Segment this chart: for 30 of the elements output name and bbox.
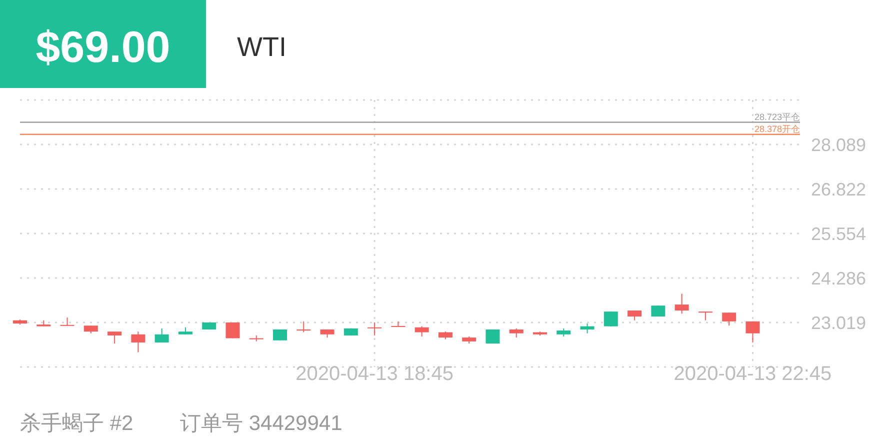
candlestick xyxy=(296,320,311,333)
chart-subtitle: WTI xyxy=(237,32,286,62)
candlestick xyxy=(108,331,122,344)
y-tick-label: 25.554 xyxy=(810,224,866,244)
candlestick xyxy=(414,326,429,337)
candlestick xyxy=(604,311,618,327)
candlestick xyxy=(509,328,524,338)
candlestick xyxy=(580,323,594,334)
ref-line-label: 28.378开仓 xyxy=(754,124,800,134)
candlestick xyxy=(60,317,74,326)
y-tick-label: 23.019 xyxy=(810,312,866,333)
candlestick xyxy=(746,320,760,343)
text: 杀手蝎子 #2 xyxy=(20,412,134,435)
candlestick xyxy=(391,320,406,327)
candlestick xyxy=(628,310,642,321)
text: 订单号 34429941 xyxy=(180,412,342,435)
x-tick-label: 2020-04-13 18:45 xyxy=(296,363,454,385)
y-tick-label: 28.089 xyxy=(810,134,866,155)
chart-title: $69.00 xyxy=(36,23,170,72)
ref-line-label: 28.723平仓 xyxy=(754,112,800,122)
candlestick xyxy=(368,322,382,336)
y-tick-label: 26.822 xyxy=(810,179,866,200)
candlestick xyxy=(651,305,666,317)
candlestick xyxy=(698,311,712,321)
candlestick xyxy=(722,312,736,326)
y-tick-label: 24.286 xyxy=(810,268,866,288)
candlestick xyxy=(674,293,689,314)
candlestick xyxy=(154,328,169,343)
candlestick xyxy=(131,331,146,353)
x-tick-label: 2020-04-13 22:45 xyxy=(674,363,832,385)
